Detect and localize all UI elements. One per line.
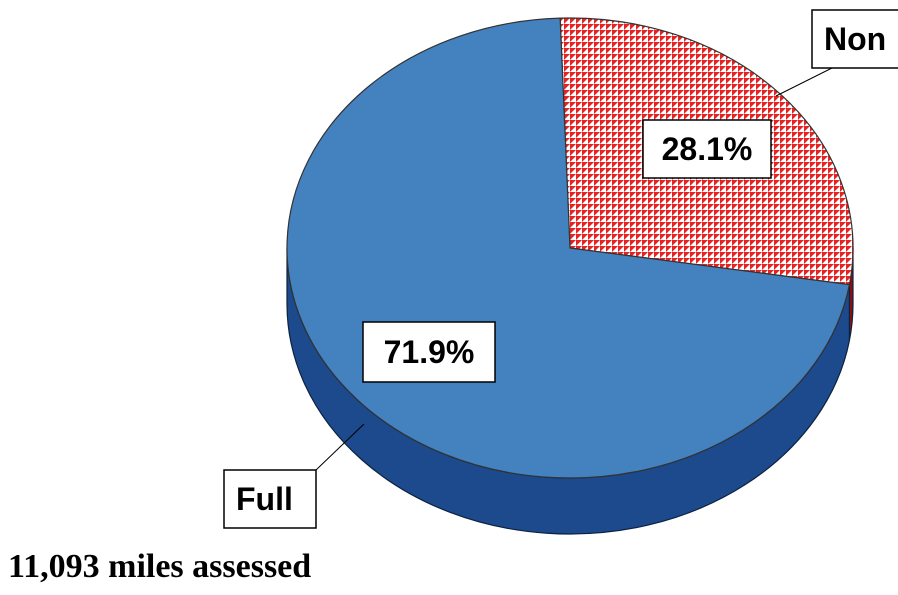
category-label-non: Non: [824, 21, 886, 57]
value-label-non: 28.1%: [662, 131, 753, 167]
miles-assessed-note: 11,093 miles assessed: [8, 548, 312, 585]
leader-line-full: [315, 423, 365, 471]
category-label-full: Full: [236, 481, 293, 517]
value-label-box-non: [642, 119, 772, 179]
chart-root: 28.1% 71.9% Non Full: [223, 9, 898, 535]
value-label-full: 71.9%: [384, 334, 475, 370]
category-label-box-full: [223, 469, 317, 529]
category-label-box-non: [811, 9, 898, 69]
leader-line-non: [775, 67, 833, 97]
value-label-box-full: [362, 321, 496, 383]
